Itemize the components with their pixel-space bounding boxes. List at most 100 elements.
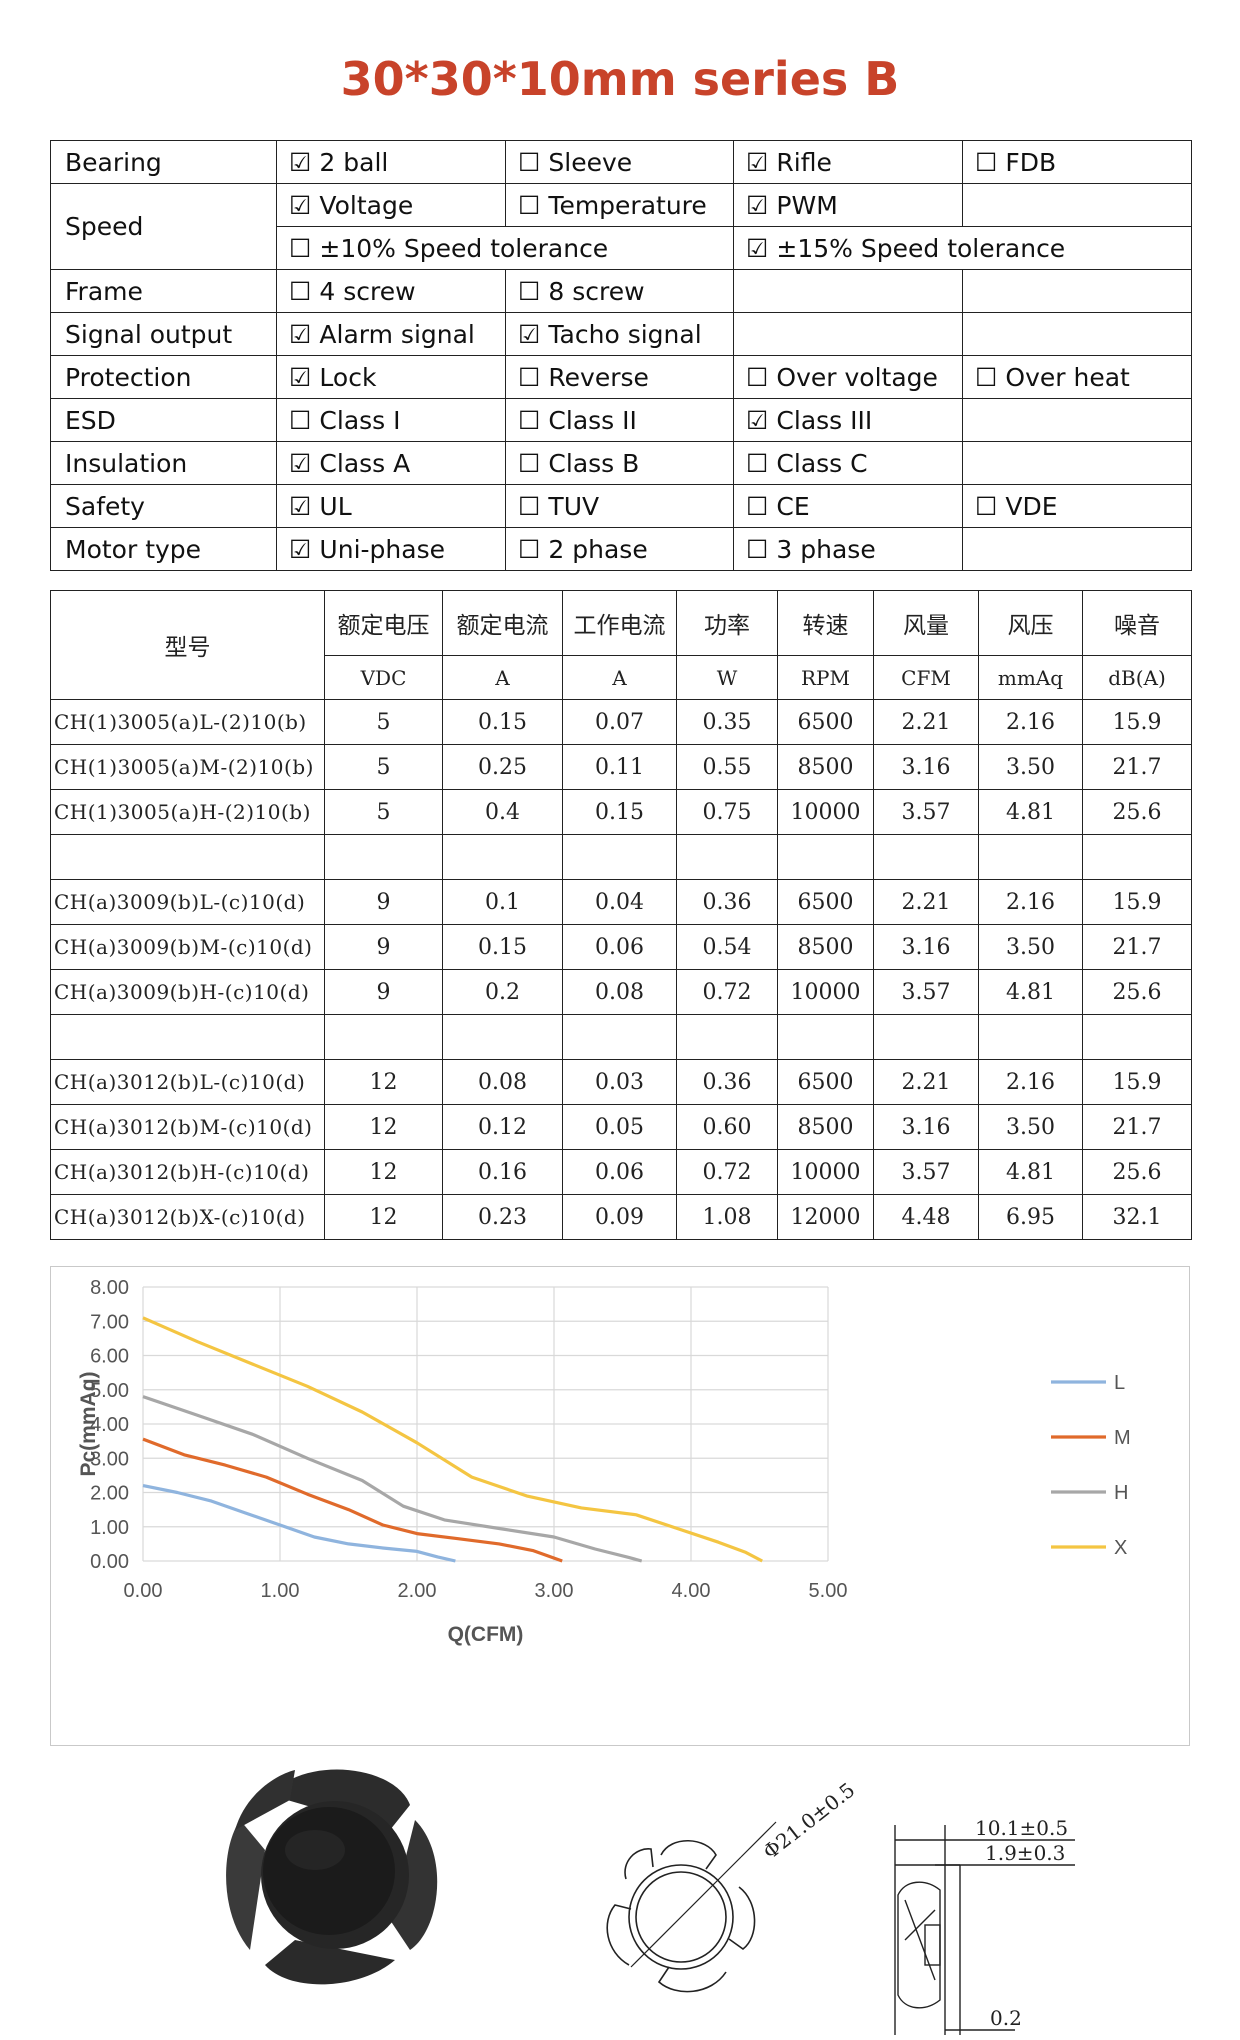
feature-label: ESD	[50, 398, 277, 442]
spec-row: CH(1)3005(a)M-(2)10(b) 5 0.25 0.11 0.55 8500 3…	[50, 744, 1192, 790]
model-cell: CH(a)3009(b)M-(c)10(d)	[50, 924, 325, 970]
checked-box-icon[interactable]: ☑	[746, 233, 769, 263]
checked-box-icon[interactable]: ☑	[518, 319, 541, 349]
y-tick-label: 7.00	[90, 1311, 129, 1333]
spec-empty-cell	[442, 834, 563, 880]
spec-value-cell: 12	[324, 1194, 443, 1240]
spec-value-cell: 12	[324, 1149, 443, 1195]
unchecked-box-icon[interactable]: ☐	[518, 276, 541, 306]
page-title: 30*30*10mm series B	[340, 52, 900, 106]
feature-option-label: Class III	[776, 405, 873, 435]
feature-option-label: 4 screw	[319, 276, 416, 306]
unchecked-box-icon[interactable]: ☐	[746, 534, 769, 564]
feature-cell: ☑ ±15% Speed tolerance	[733, 226, 1192, 270]
checked-box-icon[interactable]: ☑	[289, 147, 312, 177]
spec-value-cell: 6500	[777, 879, 874, 925]
checked-box-icon[interactable]: ☑	[289, 491, 312, 521]
unchecked-box-icon[interactable]: ☐	[289, 233, 312, 263]
unchecked-box-icon[interactable]: ☐	[518, 534, 541, 564]
spec-unit-cell: dB(A)	[1082, 655, 1192, 700]
checked-box-icon[interactable]: ☑	[289, 534, 312, 564]
checked-box-icon[interactable]: ☑	[746, 147, 769, 177]
unchecked-box-icon[interactable]: ☐	[746, 448, 769, 478]
spec-row: CH(a)3012(b)X-(c)10(d) 12 0.23 0.09 1.08 1200…	[50, 1194, 1192, 1240]
unchecked-box-icon[interactable]: ☐	[289, 276, 312, 306]
spec-value-cell: 6.95	[978, 1194, 1083, 1240]
feature-row: Signal output ☑ Alarm signal ☑ Tacho signal	[50, 312, 1192, 356]
spec-value-cell: 3.16	[873, 744, 979, 790]
fan-top-view	[606, 1821, 777, 1993]
spec-value-cell: 3.50	[978, 1104, 1083, 1150]
spec-empty-cell	[50, 1014, 325, 1060]
spec-value-cell: 0.12	[442, 1104, 563, 1150]
spec-value-cell: 0.36	[676, 879, 778, 925]
feature-option-label: Over voltage	[776, 362, 938, 392]
feature-label: Bearing	[50, 140, 277, 184]
feature-option-label: Over heat	[1005, 362, 1130, 392]
spec-value-cell: 3.16	[873, 1104, 979, 1150]
feature-option-label: Class C	[776, 448, 868, 478]
feature-cell: ☐ Class I	[276, 398, 506, 442]
spec-value-cell: 0.15	[562, 789, 677, 835]
spec-value-cell: 0.75	[676, 789, 778, 835]
legend-label: L	[1114, 1372, 1125, 1394]
feature-cell: ☐ 8 screw	[505, 269, 734, 313]
checked-box-icon[interactable]: ☑	[289, 362, 312, 392]
checked-box-icon[interactable]: ☑	[746, 405, 769, 435]
feature-cell: ☐ Temperature	[505, 183, 734, 227]
spec-empty-cell	[1082, 834, 1192, 880]
diameter-dimension: Φ21.0±0.5	[758, 1778, 859, 1864]
spec-value-cell: 4.81	[978, 969, 1083, 1015]
feature-cell	[962, 183, 1192, 227]
unchecked-box-icon[interactable]: ☐	[518, 491, 541, 521]
spec-value-cell: 3.50	[978, 744, 1083, 790]
feature-cell	[962, 441, 1192, 485]
unchecked-box-icon[interactable]: ☐	[746, 362, 769, 392]
model-cell: CH(a)3009(b)L-(c)10(d)	[50, 879, 325, 925]
feature-option-label: ±10% Speed tolerance	[319, 233, 609, 263]
checked-box-icon[interactable]: ☑	[289, 190, 312, 220]
unchecked-box-icon[interactable]: ☐	[518, 147, 541, 177]
unchecked-box-icon[interactable]: ☐	[518, 448, 541, 478]
x-tick-label: 3.00	[535, 1580, 574, 1602]
unchecked-box-icon[interactable]: ☐	[975, 147, 998, 177]
spec-row: CH(a)3009(b)M-(c)10(d) 9 0.15 0.06 0.54 8500 3…	[50, 924, 1192, 970]
x-tick-label: 5.00	[809, 1580, 848, 1602]
y-tick-label: 4.00	[90, 1414, 129, 1436]
feature-cell: ☑ PWM	[733, 183, 963, 227]
spec-value-cell: 0.25	[442, 744, 563, 790]
feature-label: Frame	[50, 269, 277, 313]
spec-value-cell: 0.06	[562, 1149, 677, 1195]
feature-option-label: Uni-phase	[319, 534, 445, 564]
unchecked-box-icon[interactable]: ☐	[518, 190, 541, 220]
feature-option-label: Class A	[319, 448, 411, 478]
spec-empty-cell	[676, 1014, 778, 1060]
spec-value-cell: 8500	[777, 744, 874, 790]
feature-cell	[962, 527, 1192, 571]
spec-spacer-row	[50, 1014, 1192, 1060]
spec-header-cell: 风量	[873, 590, 979, 656]
unchecked-box-icon[interactable]: ☐	[518, 362, 541, 392]
unchecked-box-icon[interactable]: ☐	[518, 405, 541, 435]
model-cell: CH(a)3012(b)M-(c)10(d)	[50, 1104, 325, 1150]
spec-header-cell: 噪音	[1082, 590, 1192, 656]
spec-value-cell: 4.48	[873, 1194, 979, 1240]
checked-box-icon[interactable]: ☑	[289, 448, 312, 478]
feature-row: ☐ ±10% Speed tolerance ☑ ±15% Speed toleran…	[51, 226, 1192, 270]
feature-option-label: 3 phase	[776, 534, 876, 564]
feature-row: Bearing ☑ 2 ball ☐ Sleeve ☑ Rifle ☐ FDB	[50, 140, 1192, 184]
feature-row: Protection ☑ Lock ☐ Reverse ☐ Over voltage ☐ Ove…	[50, 355, 1192, 399]
feature-cell: ☑ UL	[276, 484, 506, 528]
spec-empty-cell	[50, 834, 325, 880]
feature-cell	[962, 269, 1192, 313]
feature-option-label: Voltage	[319, 190, 414, 220]
feature-cell: ☐ Class B	[505, 441, 734, 485]
spec-value-cell: 5	[324, 699, 443, 745]
checked-box-icon[interactable]: ☑	[746, 190, 769, 220]
unchecked-box-icon[interactable]: ☐	[975, 362, 998, 392]
unchecked-box-icon[interactable]: ☐	[975, 491, 998, 521]
unchecked-box-icon[interactable]: ☐	[746, 491, 769, 521]
feature-cell: ☐ CE	[733, 484, 963, 528]
unchecked-box-icon[interactable]: ☐	[289, 405, 312, 435]
checked-box-icon[interactable]: ☑	[289, 319, 312, 349]
